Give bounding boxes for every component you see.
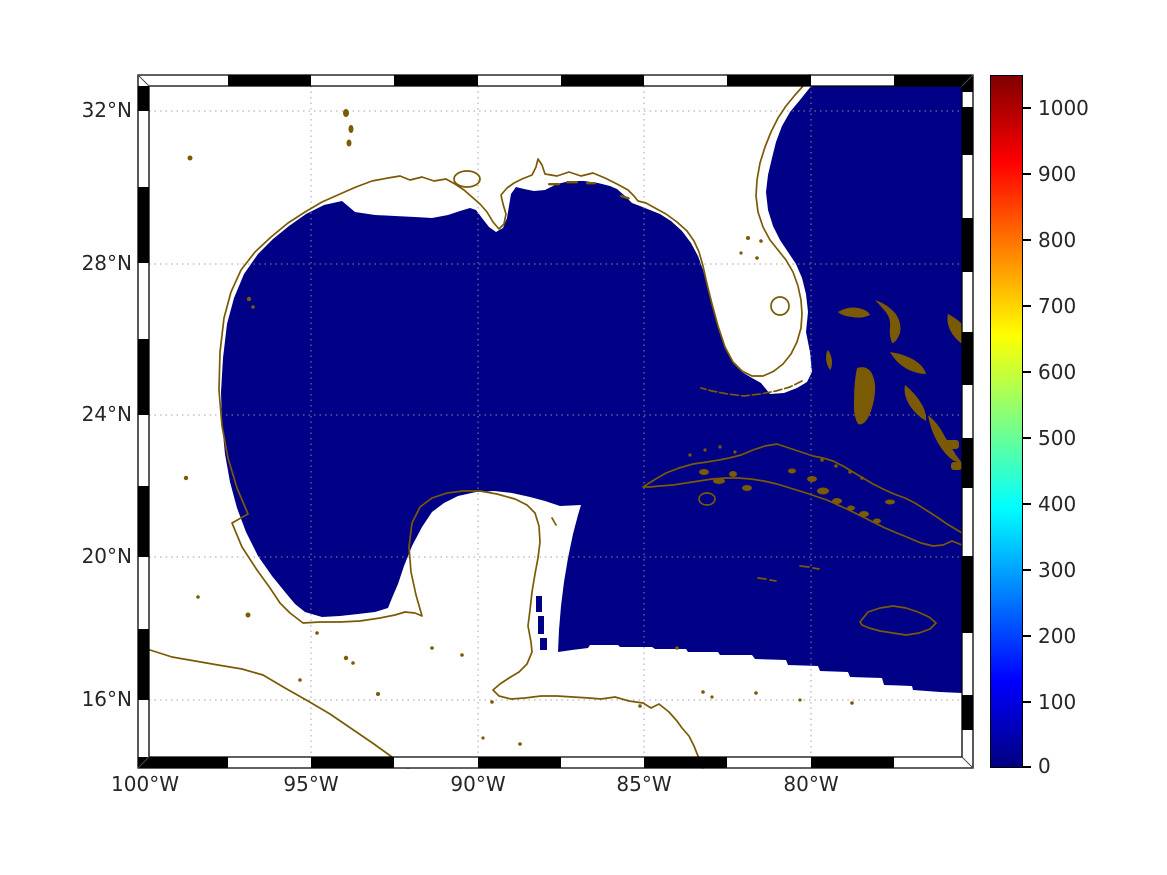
x-axis-label-90w: 90°W — [450, 772, 506, 796]
coastlines — [149, 74, 963, 769]
colorbar-label-300: 300 — [1038, 558, 1077, 582]
bimini — [826, 350, 832, 370]
ocean-fill — [221, 85, 962, 693]
y-axis-label-28n: 28°N — [81, 251, 132, 275]
colorbar-label-200: 200 — [1038, 624, 1077, 648]
map-frame — [137, 74, 974, 769]
abaco — [875, 300, 901, 343]
andros — [853, 367, 876, 425]
y-axis-label-16n: 16°N — [81, 687, 132, 711]
colorbar-tick-500 — [1023, 437, 1031, 439]
colorbar-label-700: 700 — [1038, 294, 1077, 318]
lake-okeechobee — [770, 296, 790, 316]
grand-bahama — [838, 307, 870, 318]
colorbar-tick-200 — [1023, 635, 1031, 637]
coast-atlantic — [755, 74, 811, 372]
bahamas-east-edge — [947, 314, 962, 344]
colorbar-tick-300 — [1023, 569, 1031, 571]
x-axis-label-100w: 100°W — [111, 772, 179, 796]
coast-pacific — [149, 649, 409, 769]
ocean-main-region — [221, 85, 962, 693]
x-axis-label-85w: 85°W — [616, 772, 672, 796]
colorbar-tick-600 — [1023, 371, 1031, 373]
colorbar-tick-900 — [1023, 173, 1031, 175]
ocean-patch-belize-3 — [540, 638, 547, 650]
coast-cuba — [642, 443, 963, 547]
coast-jamaica — [859, 605, 937, 636]
colorbar-tick-800 — [1023, 239, 1031, 241]
colorbar-tick-100 — [1023, 701, 1031, 703]
colorbar-label-0: 0 — [1038, 754, 1051, 778]
coast-mainland-gulf — [218, 186, 704, 769]
colorbar-label-1000: 1000 — [1038, 96, 1089, 120]
coast-gulf-north — [355, 158, 775, 377]
lake-pontchartrain — [453, 170, 481, 188]
colorbar-label-500: 500 — [1038, 426, 1077, 450]
colorbar-tick-1000 — [1023, 107, 1031, 109]
colorbar-tick-400 — [1023, 503, 1031, 505]
graticule — [149, 86, 962, 757]
y-axis-label-24n: 24°N — [81, 402, 132, 426]
colorbar-tick-0 — [1023, 766, 1031, 768]
eleuthera — [890, 352, 926, 374]
islands — [183, 109, 962, 746]
x-axis-label-95w: 95°W — [283, 772, 339, 796]
ocean-patch-belize-2 — [538, 616, 544, 634]
x-axis-label-80w: 80°W — [783, 772, 839, 796]
inagua — [951, 462, 962, 470]
ocean-patch-belize-1 — [536, 596, 542, 612]
colorbar-label-800: 800 — [1038, 228, 1077, 252]
isla-juventud — [698, 492, 716, 506]
colorbar-label-600: 600 — [1038, 360, 1077, 384]
cozumel-island — [551, 517, 557, 526]
long-island-chain — [928, 415, 962, 463]
colorbar-tick-700 — [1023, 305, 1031, 307]
y-axis-label-32n: 32°N — [81, 98, 132, 122]
crooked-island — [945, 440, 959, 449]
cat-exuma — [904, 385, 927, 421]
colorbar-label-400: 400 — [1038, 492, 1077, 516]
y-axis-label-20n: 20°N — [81, 544, 132, 568]
colorbar — [990, 75, 1023, 768]
colorbar-label-100: 100 — [1038, 690, 1077, 714]
coast-florida-keys — [700, 380, 803, 397]
colorbar-label-900: 900 — [1038, 162, 1077, 186]
cayman-islands — [757, 565, 820, 582]
